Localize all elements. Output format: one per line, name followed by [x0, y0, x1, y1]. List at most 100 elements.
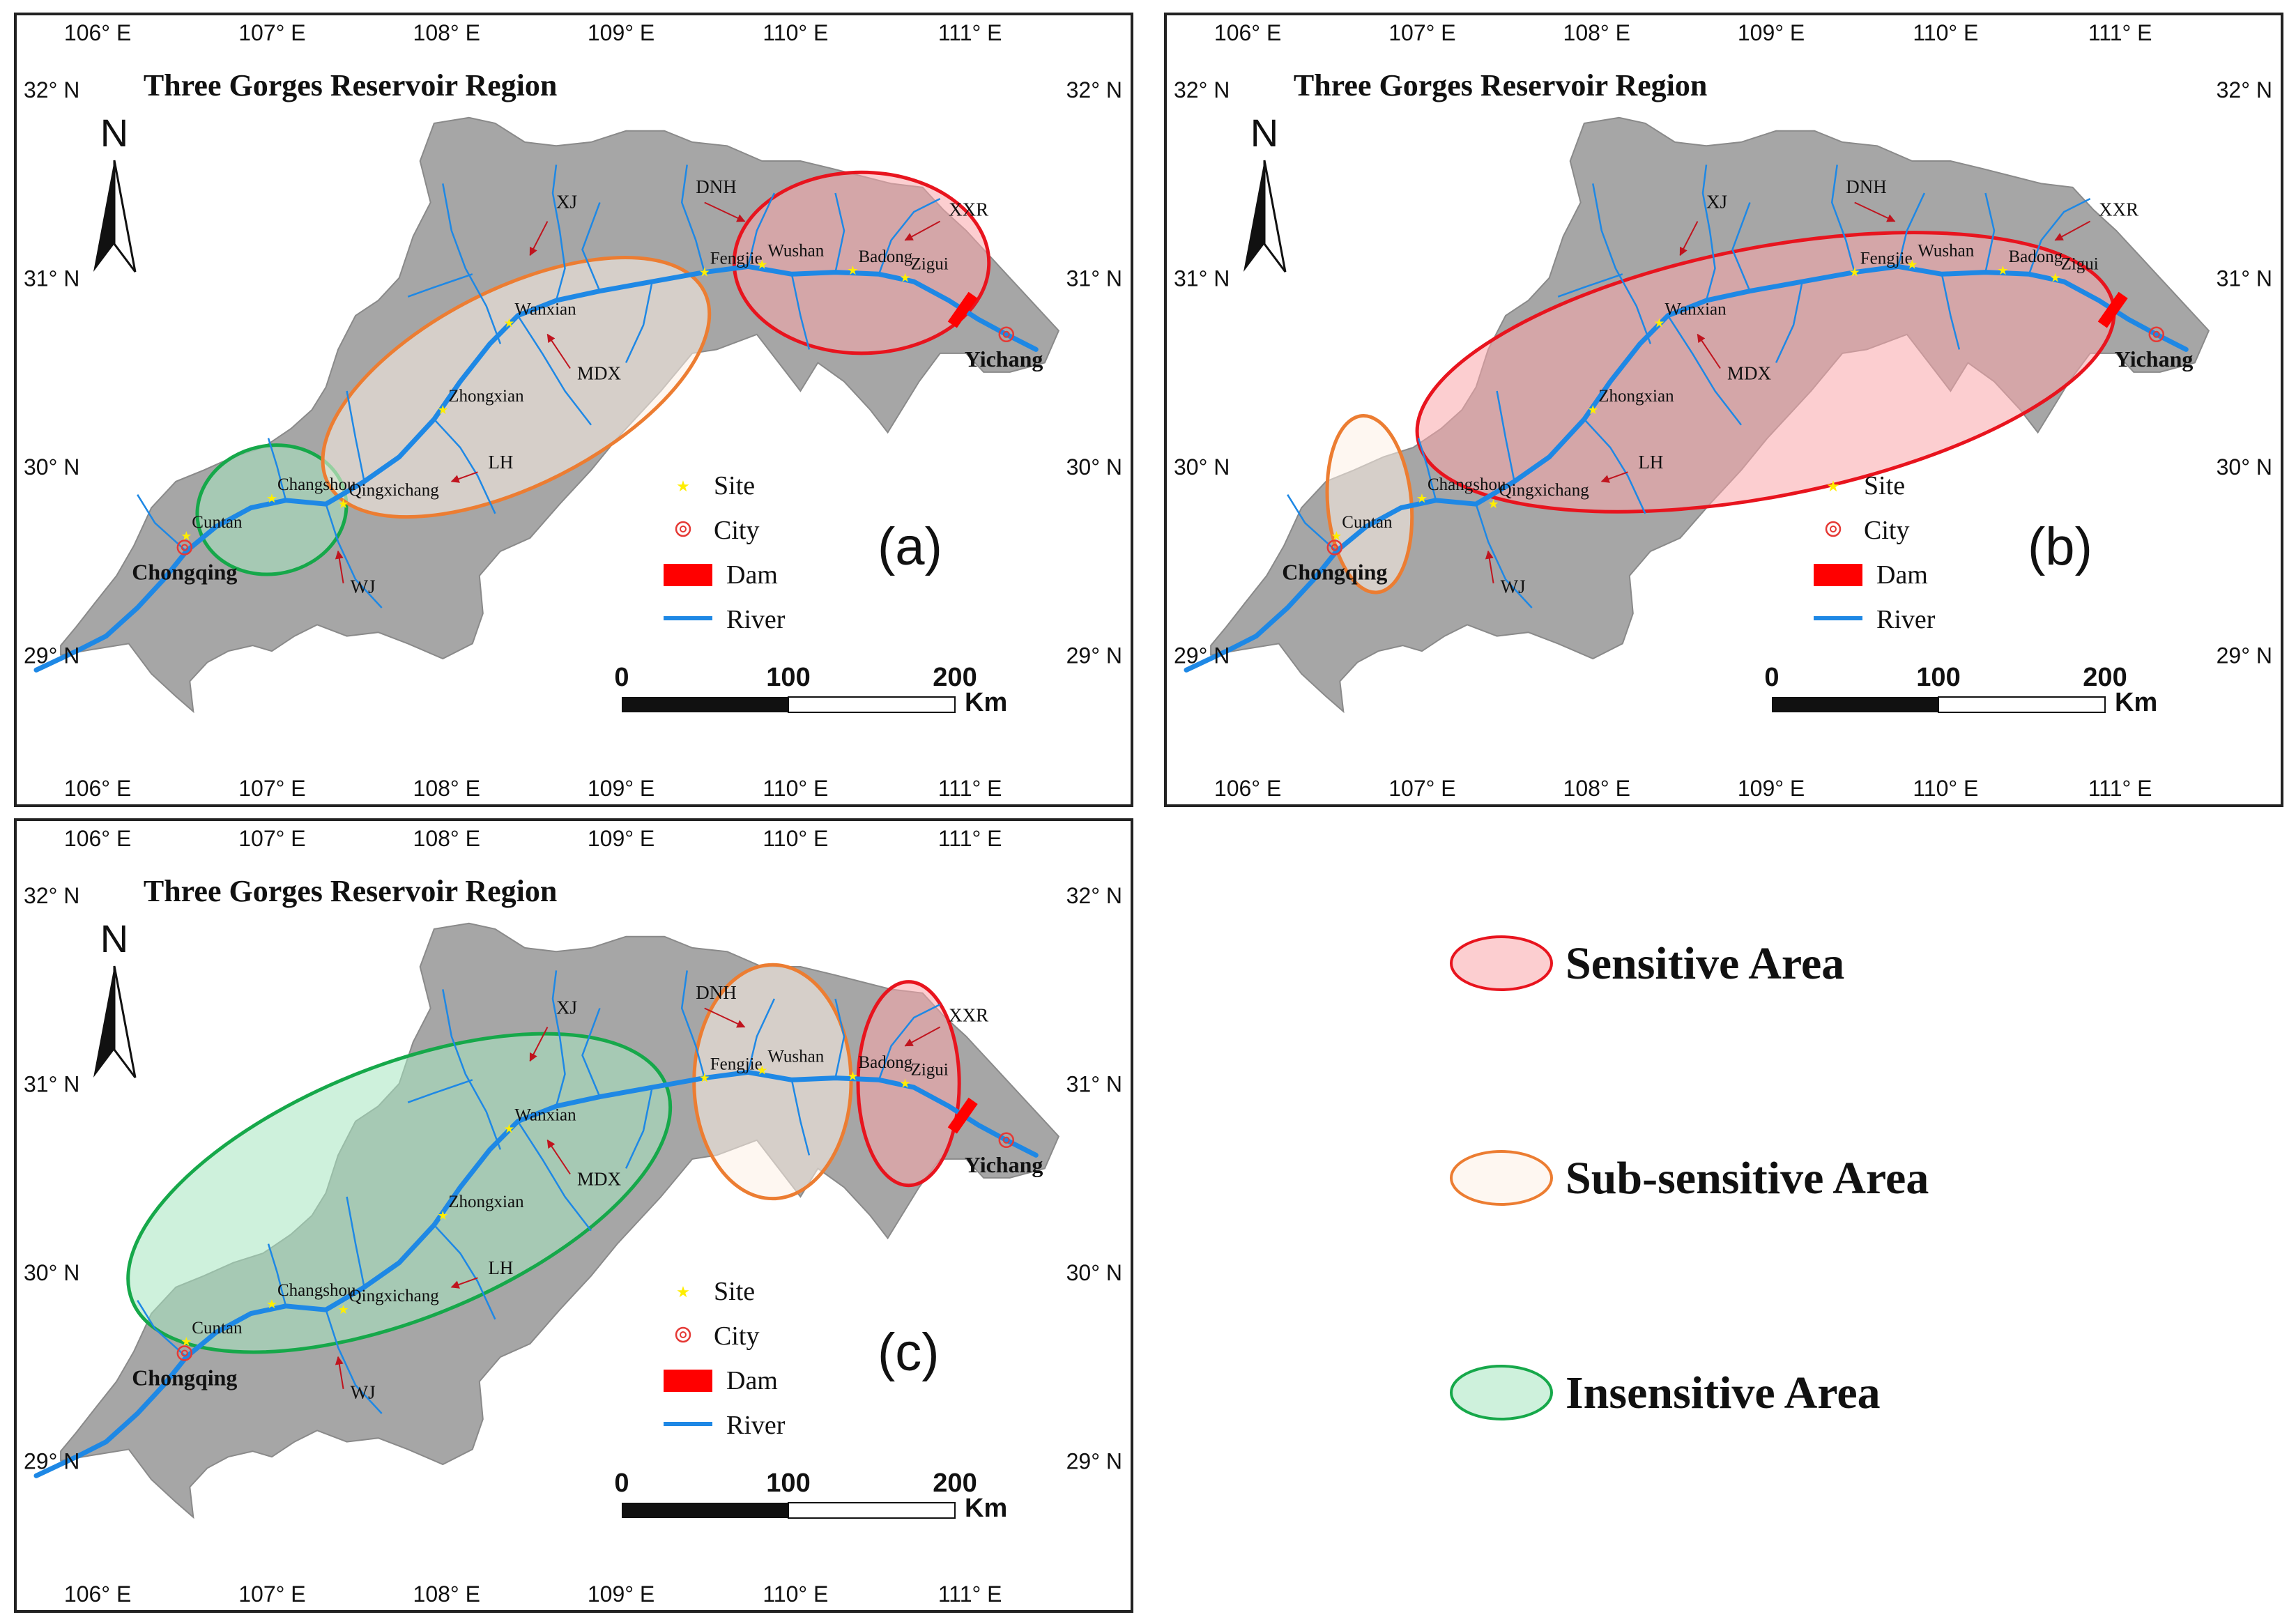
tributary-line — [790, 1080, 811, 1156]
site-label: Wushan — [1918, 242, 1974, 261]
tributary-line — [680, 164, 705, 273]
legend-city-icon-inner — [680, 1331, 687, 1338]
legend-city-label: City — [714, 1322, 759, 1351]
tributary-line — [1731, 202, 1751, 292]
tributary-label: MDX — [577, 363, 622, 384]
callout-arrow — [1679, 221, 1699, 256]
site-star-icon: ★ — [503, 316, 514, 331]
site-label: Wanxian — [1664, 300, 1727, 319]
map-panel-a: ★Cuntan★Changshou★Qingxichang★Zhongxian★… — [14, 13, 1133, 807]
latitude-label-left: 30° N — [1174, 454, 1230, 480]
north-arrow-icon-half — [113, 965, 137, 1078]
city-icon — [1326, 539, 1343, 556]
city-icon — [2148, 326, 2165, 343]
tributary-line — [325, 1309, 383, 1414]
latitude-label-left: 32° N — [24, 77, 79, 102]
tributary-label: XXR — [949, 1004, 988, 1025]
site-label: Badong — [2009, 247, 2063, 266]
site-label: Zhongxian — [1598, 387, 1674, 406]
city-icon-inner — [181, 544, 188, 551]
callout-arrow — [450, 471, 478, 483]
scale-tick-label: 0 — [614, 1469, 629, 1498]
site-label: Qingxichang — [349, 481, 440, 500]
callout-arrow — [450, 1277, 478, 1289]
legend-site-icon: ★ — [1826, 478, 1840, 496]
site-label: Zigui — [911, 255, 949, 274]
callout-arrow — [1485, 550, 1494, 583]
latitude-label-right: 32° N — [2217, 77, 2272, 102]
callout-arrow — [529, 1027, 549, 1062]
zone-sensitive — [856, 980, 961, 1188]
site-star-icon: ★ — [1849, 266, 1860, 280]
city-label: Chongqing — [132, 1365, 237, 1390]
city-icon-inner — [1002, 1136, 1010, 1144]
scale-tick-label: 100 — [766, 1469, 810, 1498]
callout-arrow — [2054, 220, 2091, 241]
zone-category-legend: Sensitive Area Sub-sensitive Area Insensit… — [1450, 935, 1929, 1420]
latitude-label-right: 31° N — [1066, 266, 1122, 291]
scale-tick-label: 200 — [933, 1469, 977, 1498]
site-label: Cuntan — [192, 1319, 243, 1338]
latitude-label-left: 31° N — [1174, 266, 1230, 291]
map-legend: ★ Site City Dam River — [1814, 471, 1936, 634]
longitude-label-bottom: 107° E — [238, 1581, 305, 1607]
north-arrow-label: N — [100, 111, 128, 155]
site-star-icon: ★ — [900, 271, 911, 286]
city-icon — [998, 326, 1015, 343]
site-label: Zigui — [911, 1061, 949, 1080]
tributary-line — [680, 970, 705, 1078]
site-label: Cuntan — [192, 513, 243, 532]
river-network — [33, 164, 1039, 673]
longitude-label-bottom: 108° E — [1563, 776, 1630, 801]
tributary-line — [1701, 164, 1716, 301]
tributary-label: XXR — [2099, 199, 2138, 220]
dam-marker — [947, 291, 978, 328]
site-star-icon: ★ — [437, 403, 448, 418]
site-star-icon: ★ — [699, 1071, 710, 1086]
zone-legend-label: Sensitive Area — [1566, 938, 1844, 989]
zone-legend-swatch-sub-sensitive — [1450, 1150, 1553, 1206]
tributary-line — [581, 202, 601, 292]
site-star-icon: ★ — [1997, 263, 2008, 278]
tributary-label: XJ — [1706, 192, 1727, 213]
north-arrow: N — [1243, 111, 1287, 273]
tributary-label: WJ — [351, 576, 376, 597]
map-legend: ★ Site City Dam River — [664, 471, 786, 634]
callout-arrow — [904, 220, 941, 241]
longitude-label-top: 107° E — [238, 20, 305, 45]
site-label: Badong — [859, 1053, 913, 1072]
tributary-line — [1830, 164, 1855, 273]
latitude-label-left: 30° N — [24, 454, 79, 480]
latitude-label-left: 32° N — [24, 883, 79, 908]
tributary-line — [581, 1008, 601, 1098]
latitude-label-left: 29° N — [24, 1449, 79, 1474]
tributary-line — [1941, 274, 1961, 350]
yangtze-mainstream — [1184, 263, 2189, 673]
scale-unit-label: Km — [965, 1494, 1007, 1523]
tributary-line — [747, 998, 776, 1073]
legend-site-label: Site — [714, 471, 755, 500]
site-star-icon: ★ — [756, 1064, 767, 1078]
tributary-label: WJ — [1501, 576, 1526, 597]
tributary-line — [1557, 273, 1623, 298]
scale-bar-black — [622, 697, 788, 712]
latitude-label-right: 29° N — [1066, 643, 1122, 668]
scale-tick-label: 100 — [766, 663, 810, 692]
legend-city-icon — [675, 1326, 691, 1343]
legend-dam-label: Dam — [726, 1366, 778, 1395]
north-arrow-label: N — [1250, 111, 1278, 155]
callout-arrow — [1697, 333, 1721, 369]
site-label: Badong — [859, 247, 913, 266]
tributary-line — [551, 164, 566, 301]
zone-legend-swatch-insensitive — [1450, 1365, 1553, 1420]
tributary-line — [1496, 390, 1515, 482]
tributary-line — [790, 274, 811, 350]
north-arrow-icon — [1243, 160, 1264, 272]
tributary-label: DNH — [696, 982, 737, 1003]
site-label: Qingxichang — [1499, 481, 1590, 500]
tributary-label: DNH — [696, 176, 737, 197]
map-markers: ★Cuntan★Changshou★Qingxichang★Zhongxian★… — [1282, 176, 2193, 597]
longitude-label-bottom: 111° E — [2088, 776, 2152, 801]
tributary-line — [834, 192, 845, 273]
